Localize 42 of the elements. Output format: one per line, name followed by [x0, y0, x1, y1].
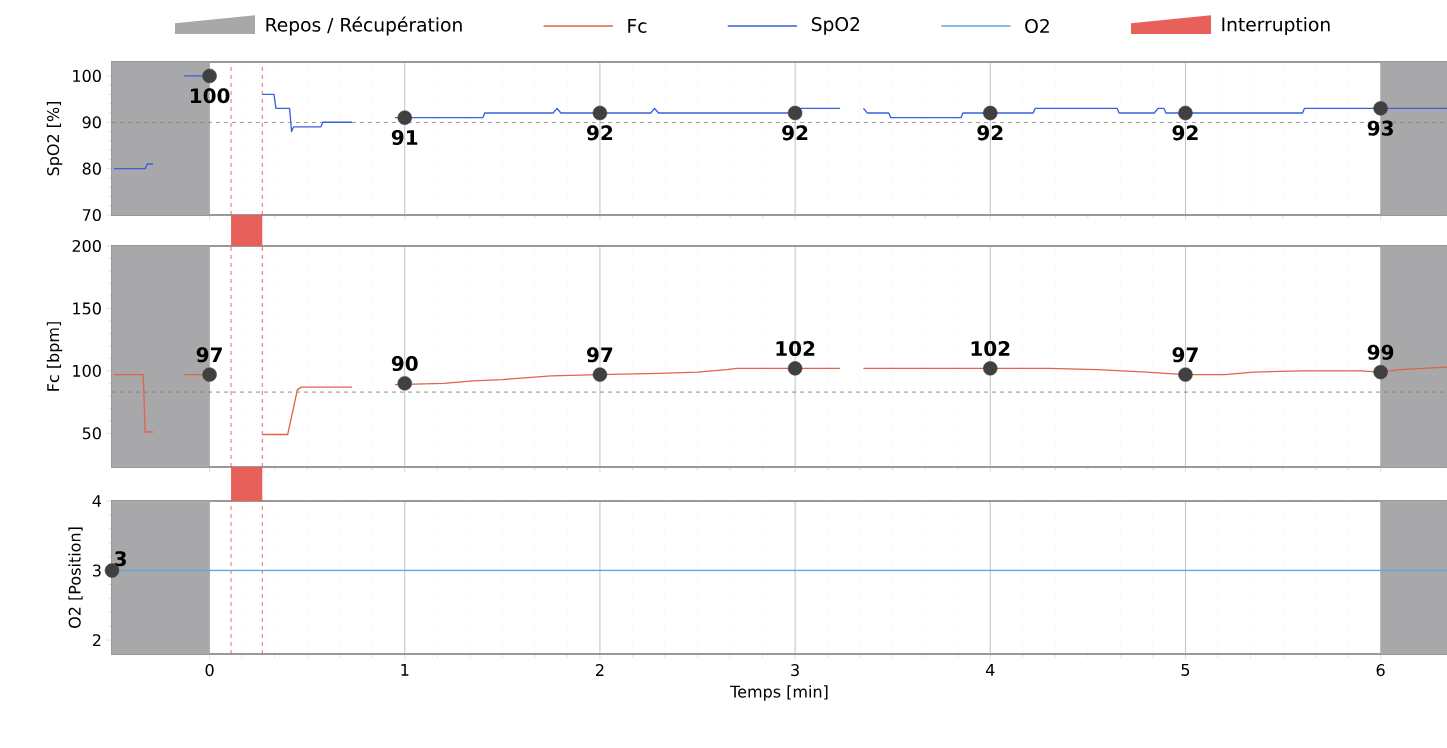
legend-label: Repos / Récupération [266, 16, 462, 36]
data-label: 93 [1367, 120, 1393, 136]
y-tick-label: 100 [73, 364, 101, 377]
y-axis-title: O2 [Position] [68, 527, 83, 628]
y-tick-label: 2 [92, 634, 101, 647]
legend-label: SpO2 [811, 17, 860, 35]
data-label: 92 [977, 125, 1003, 141]
data-label: 92 [587, 125, 613, 141]
legend-label: O2 [1025, 18, 1049, 34]
x-axis-title: Temps [min] [730, 685, 828, 701]
data-label: 92 [1172, 125, 1198, 141]
x-tick-label: 1 [401, 664, 409, 676]
y-tick-label: 70 [82, 208, 101, 222]
y-tick-label: 3 [93, 564, 101, 577]
legend-label: Interruption [1222, 16, 1330, 36]
y-tick-label: 90 [82, 116, 101, 129]
y-tick-label: 4 [92, 495, 102, 507]
y-axis-title: Fc [bpm] [46, 322, 63, 391]
x-tick-label: 6 [1376, 664, 1385, 677]
x-tick-label: 2 [596, 664, 604, 676]
y-tick-label: 80 [82, 162, 101, 175]
data-label: 3 [114, 551, 126, 567]
y-tick-label: 50 [82, 427, 101, 440]
data-label: 97 [196, 347, 222, 363]
y-tick-label: 150 [73, 302, 101, 315]
x-tick-label: 0 [205, 664, 214, 677]
data-label: 92 [782, 125, 808, 141]
data-label: 99 [1367, 344, 1394, 360]
data-label: 97 [587, 347, 613, 363]
x-tick-label: 3 [791, 664, 799, 677]
data-label: 97 [1172, 347, 1198, 363]
y-tick-label: 100 [73, 69, 101, 82]
data-label: 100 [190, 88, 230, 104]
data-label: 91 [391, 129, 418, 146]
y-tick-label: 200 [72, 239, 101, 253]
x-tick-label: 5 [1181, 664, 1190, 676]
x-tick-label: 4 [985, 664, 995, 676]
y-axis-title: SpO2 [%] [46, 101, 63, 176]
data-label: 102 [971, 340, 1010, 357]
data-label: 102 [776, 340, 815, 357]
legend-label: Fc [628, 19, 647, 33]
data-label: 90 [391, 355, 418, 372]
